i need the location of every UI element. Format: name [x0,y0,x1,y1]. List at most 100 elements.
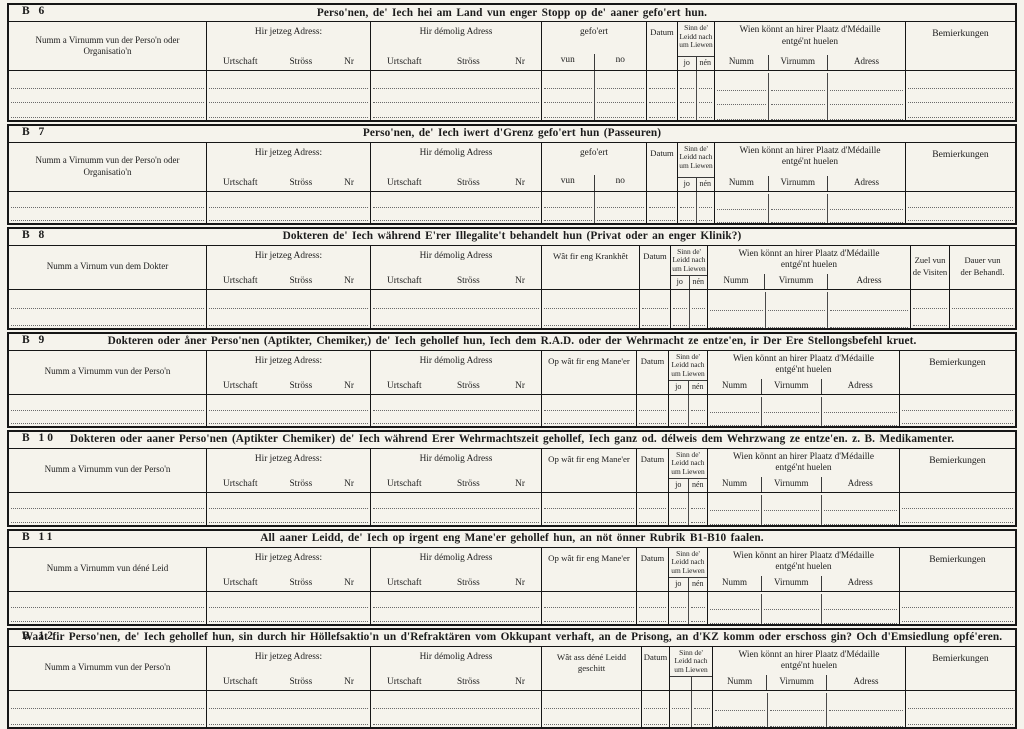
write-in-line [902,595,1013,608]
write-in-line [544,398,634,411]
entry-cell-to [594,191,646,223]
still-alive-line3: um Liewen [671,368,705,378]
col-header-remarks: Bemierkungen [899,350,1015,394]
write-in-line [710,295,763,311]
write-in-line [764,498,819,511]
entry-cell-adress [827,291,910,328]
column-headers: Numm a Virnumm vun der Perso'n Hir jetze… [9,646,1015,691]
write-in-line [673,293,687,309]
col-header-date: Datum [636,547,668,591]
section-title: Dokteren de' Iech während E'rer Illegali… [282,230,742,242]
section-title: Perso'nen, de' Iech hei am Land vun enge… [316,6,708,19]
write-in-line [902,509,1013,523]
subhead-urtschaft: Urtschaft [223,380,258,391]
section-id: B 7 [22,125,48,138]
write-in-line [823,610,897,624]
subhead-virnumm: Virnumm [766,674,826,690]
write-in-line [908,89,1013,103]
entry-cell-name [9,192,206,223]
subhead-urtschaft: Urtschaft [223,275,258,286]
write-in-line [699,89,712,103]
col-header-medal-recipient: Wien könnt an hirer Plaatz d'Médaille ent… [714,142,905,191]
entry-cell-medal-recipient [714,191,905,223]
entry-cell-date [646,191,677,223]
write-in-line [717,105,767,120]
subhead-nr: Nr [515,478,525,489]
section-id: B 10 [22,431,57,444]
write-in-line [771,197,826,210]
entry-cell-from [542,71,594,120]
entry-cell-numm [708,594,761,624]
subhead-urtschaft: Urtschaft [223,676,258,687]
column-headers: Numm a Virnumm vun der Perso'n Hir jetze… [9,448,1015,493]
write-in-line [11,595,204,608]
still-alive-line2: Leidd nach [672,255,706,265]
write-in-line [544,595,634,608]
write-in-line [373,293,539,309]
subhead-adress: Adress [820,378,899,394]
write-in-line [671,509,686,523]
write-in-line [209,309,368,326]
yes-no-subheads: jo nén [671,274,707,289]
write-in-line [373,496,539,509]
subhead-stross: Ströss [457,478,480,489]
former-address-label: Hir démolig Adress [419,355,493,366]
write-in-line [908,208,1013,221]
col-header-transported: gefo'ert vun no [541,142,646,191]
col-header-transported: gefo'ert vun no [541,22,646,70]
section-title: Waat fir Perso'nen, de' Iech gehollef hu… [21,631,1003,643]
entry-cell-remarks [899,591,1015,624]
medal-subheads: Numm Virnumm Adress [708,575,899,591]
medal-line2: entgé'nt huelen [780,661,838,672]
write-in-line [908,103,1013,118]
col-header-date: Datum [639,245,670,289]
entry-cell-yes [669,395,688,426]
write-in-line [644,709,667,725]
medal-line2: entgé'nt huelen [775,562,832,573]
col-header-former-address: Hir démolig Adress Urtschaft Ströss Nr [370,350,541,394]
write-in-line [11,608,204,622]
entry-cell-date [646,71,677,120]
subhead-nr: Nr [344,57,354,67]
write-in-line [373,608,539,622]
write-in-line [671,608,686,622]
entry-cell-still-alive [668,591,707,624]
former-address-label: Hir démolig Adress [419,651,493,662]
subhead-yes: jo [675,578,682,588]
section-b12: B 12 Waat fir Perso'nen, de' Iech geholl… [7,627,1017,729]
section-header: B 6 Perso'nen, de' Iech hei am Land vun … [9,5,1015,22]
yes-no-subheads [670,675,712,690]
write-in-line [209,595,368,608]
visit-count-line2: de Visiten [912,267,948,277]
section-id: B 12 [22,629,57,642]
write-in-line [373,89,539,103]
col-header-name-label: Numm a Virnumm vun der Perso'n oder Orga… [35,155,180,177]
medal-line1: Wien könnt an hirer Plaatz d'Médaille [738,649,880,660]
col-header-treatment-duration: Dauer vun der Behandl. [949,245,1015,289]
write-in-line [913,293,947,309]
write-in-line [209,89,368,103]
address-subheads: Urtschaft Ströss Nr [211,178,366,188]
entry-cell-remarks [905,191,1015,223]
subhead-nr: Nr [515,676,525,687]
entry-cell-medal-recipient [707,591,899,624]
write-in-line [373,411,539,424]
write-in-line [373,74,539,89]
col-header-remarks: Bemierkungen [905,22,1015,70]
write-in-line [771,76,826,91]
entry-cell-still-alive [677,191,714,223]
entry-cell-fate [541,690,641,727]
column-headers: Numm a Virnum vun dem Dokter Hir jetzeg … [9,245,1015,290]
entry-cell-name [9,290,206,328]
write-in-line [373,195,539,208]
col-header-current-address: Hir jetzeg Adress: Urtschaft Ströss Nr [206,350,370,394]
subhead-urtschaft: Urtschaft [223,177,258,188]
subhead-nr: Nr [515,177,525,188]
subhead-nr: Nr [344,380,354,391]
entry-cell-current-address [206,289,370,328]
date-label: Datum [643,651,668,662]
column-headers: Numm a Virnumm vun der Perso'n oder Orga… [9,22,1015,71]
subhead-stross: Ströss [289,275,313,286]
entry-cell-current-address [206,492,370,525]
still-alive-label: Sinn de' Leidd nach um Liewen [678,22,714,50]
